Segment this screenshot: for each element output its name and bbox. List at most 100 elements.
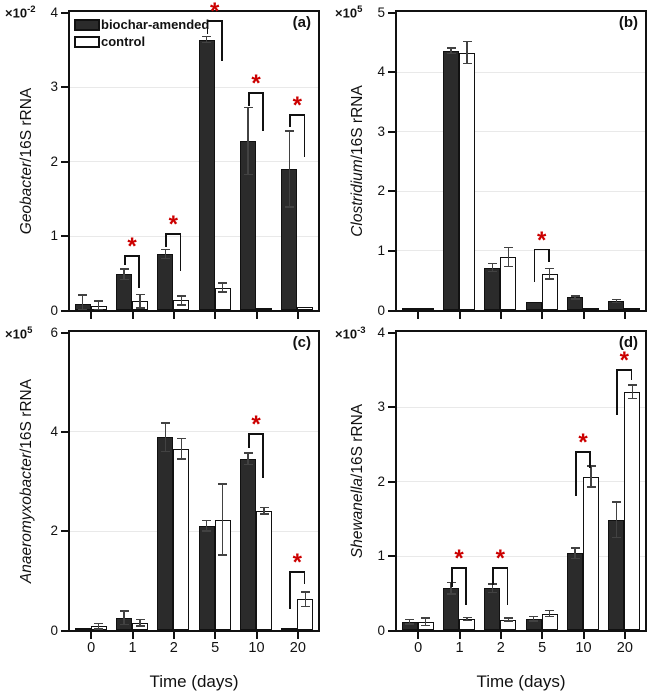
significance-bracket-right-leg bbox=[262, 92, 264, 132]
error-bar-cap bbox=[119, 278, 129, 281]
bar-control bbox=[624, 391, 641, 630]
x-tick-mark bbox=[541, 632, 544, 639]
significance-bracket-left-leg bbox=[248, 432, 250, 449]
error-bar-cap bbox=[243, 173, 253, 176]
x-tick-mark bbox=[417, 632, 420, 639]
error-bar-cap bbox=[462, 619, 472, 622]
gridline bbox=[70, 431, 318, 433]
significance-bracket-left-leg bbox=[451, 567, 453, 587]
significance-bracket-left-leg bbox=[248, 92, 250, 106]
x-tick-mark bbox=[214, 632, 217, 639]
error-bar-cap bbox=[284, 206, 294, 208]
significance-bracket-right-leg bbox=[303, 114, 306, 158]
x-tick-mark bbox=[296, 312, 299, 319]
x-tick-mark bbox=[541, 312, 544, 319]
legend-item-biochar: biochar-amended bbox=[74, 16, 209, 33]
x-tick-mark bbox=[296, 632, 299, 639]
error-bar-cap bbox=[94, 622, 104, 625]
error-bar bbox=[615, 298, 618, 304]
error-bar bbox=[247, 452, 249, 466]
error-bar-cap bbox=[487, 270, 497, 273]
scale-exponent: -3 bbox=[357, 325, 366, 336]
significance-bracket bbox=[248, 432, 264, 435]
error-bar-cap bbox=[176, 458, 186, 460]
error-bar bbox=[491, 583, 494, 594]
error-bar-cap bbox=[218, 282, 228, 284]
error-bar-cap bbox=[135, 293, 145, 296]
error-bar-cap bbox=[446, 47, 456, 49]
significance-asterisk: * bbox=[251, 70, 261, 98]
x-tick-label: 1 bbox=[455, 640, 464, 656]
error-bar-cap bbox=[405, 618, 415, 621]
error-bar bbox=[139, 618, 141, 627]
significance-asterisk: * bbox=[292, 548, 302, 576]
y-tick-label: 2 bbox=[377, 473, 385, 489]
significance-bracket bbox=[533, 248, 550, 251]
x-tick-label: 5 bbox=[211, 640, 220, 656]
y-tick-label: 6 bbox=[50, 324, 58, 340]
error-bar bbox=[507, 617, 510, 622]
bar-control bbox=[583, 308, 599, 310]
error-bar bbox=[81, 294, 84, 310]
error-bar-cap bbox=[259, 513, 269, 515]
error-bar bbox=[97, 622, 100, 630]
error-bar bbox=[424, 617, 427, 627]
gridline bbox=[397, 190, 645, 192]
panel-d: ×10-3 Shewanella/16S rRNA (d) * * * * Time … bbox=[330, 318, 657, 699]
panel-a: ×10-2 Geobacter/16S rRNA biochar-amended… bbox=[0, 0, 330, 319]
bar-biochar-amended bbox=[198, 39, 215, 310]
error-bar-cap bbox=[545, 278, 555, 280]
panel-letter-b: (b) bbox=[618, 14, 638, 31]
error-bar-cap bbox=[627, 397, 637, 400]
error-bar-cap bbox=[570, 298, 580, 300]
error-bar-cap bbox=[421, 617, 431, 619]
significance-bracket-right-leg bbox=[465, 567, 467, 605]
significance-asterisk: * bbox=[495, 545, 505, 573]
x-tick-label: 20 bbox=[616, 640, 633, 656]
panel-letter-a: (a) bbox=[292, 14, 311, 31]
error-bar-cap bbox=[529, 620, 539, 622]
significance-bracket bbox=[206, 20, 223, 22]
error-bar-cap bbox=[160, 257, 170, 260]
y-axis-scale-a: ×10-2 bbox=[5, 4, 36, 20]
significance-bracket-left-leg bbox=[575, 451, 577, 496]
x-tick-mark bbox=[255, 632, 258, 639]
plot-area-b: (b) * bbox=[395, 10, 647, 312]
y-tick-mark bbox=[388, 249, 395, 252]
error-bar-cap bbox=[545, 615, 555, 618]
x-tick-mark bbox=[255, 312, 258, 319]
y-tick-label: 3 bbox=[377, 123, 385, 139]
significance-bracket-left-leg bbox=[492, 567, 495, 586]
y-tick-mark bbox=[61, 331, 68, 334]
bar-biochar-amended bbox=[157, 437, 174, 630]
y-tick-mark bbox=[61, 430, 68, 433]
error-bar bbox=[139, 293, 141, 309]
significance-bracket bbox=[575, 451, 591, 453]
panel-letter-d: (d) bbox=[618, 334, 638, 351]
significance-asterisk: * bbox=[292, 92, 302, 120]
scale-exponent: 5 bbox=[27, 325, 33, 336]
scale-exponent: -2 bbox=[27, 4, 36, 15]
error-bar-cap bbox=[503, 620, 513, 622]
x-axis-label: Time (days) bbox=[476, 672, 566, 691]
error-bar-cap bbox=[611, 301, 621, 304]
error-bar-cap bbox=[570, 547, 580, 549]
gridline bbox=[70, 86, 318, 88]
bar-biochar-amended bbox=[443, 50, 459, 310]
error-bar-cap bbox=[529, 615, 539, 618]
x-tick-label: 20 bbox=[289, 640, 306, 656]
error-bar bbox=[548, 267, 551, 280]
bar-biochar-amended bbox=[157, 254, 174, 310]
bar-control bbox=[173, 448, 190, 630]
significance-bracket bbox=[492, 567, 509, 570]
error-bar-cap bbox=[545, 267, 555, 270]
error-bar-cap bbox=[487, 262, 497, 265]
scale-mantissa: ×10 bbox=[335, 326, 358, 342]
bar-control bbox=[583, 476, 599, 630]
y-tick-label: 0 bbox=[377, 622, 385, 638]
significance-bracket-left-leg bbox=[533, 248, 536, 282]
x-tick-mark bbox=[131, 632, 134, 639]
error-bar-cap bbox=[284, 130, 294, 132]
error-bar bbox=[123, 610, 125, 626]
y-tick-mark bbox=[61, 11, 68, 14]
